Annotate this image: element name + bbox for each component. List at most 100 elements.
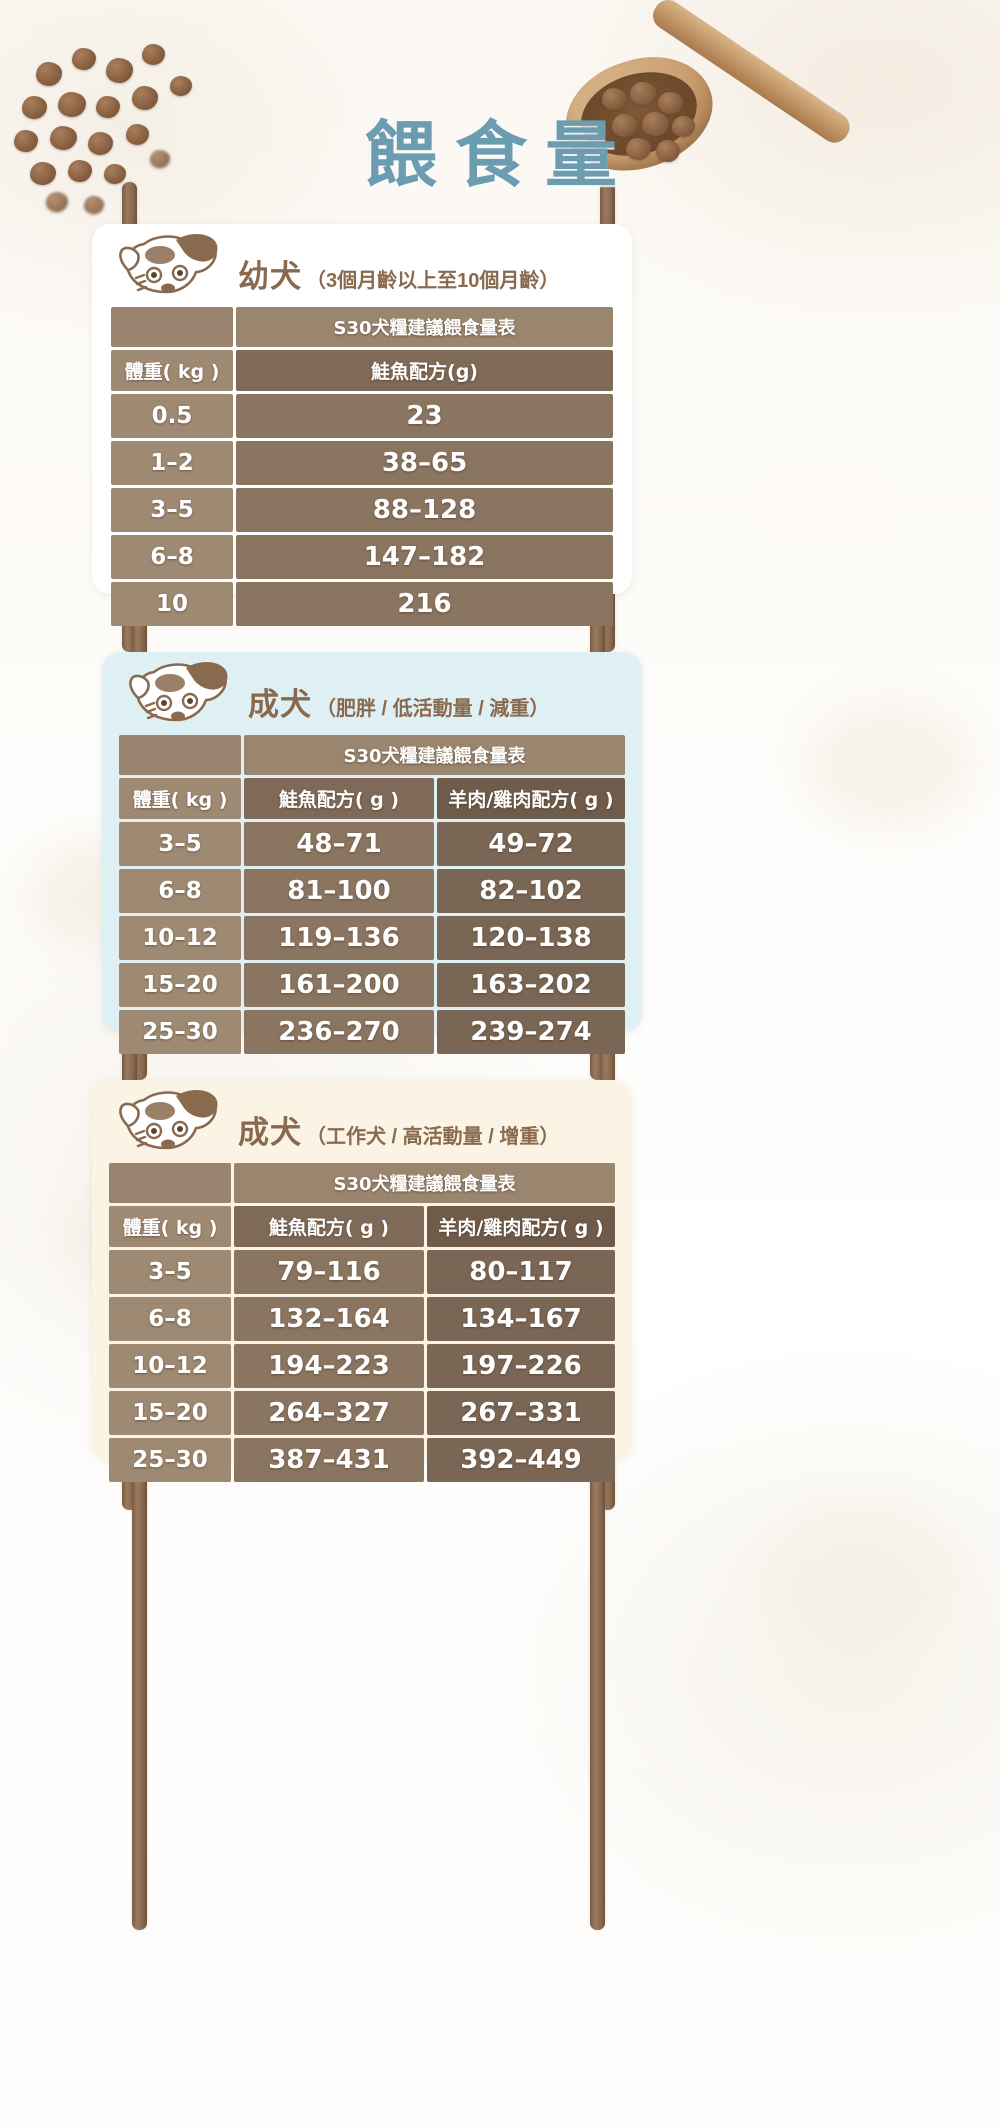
table-cell-blank [111,307,233,347]
table-row: 25–30 387–431 392–449 [108,1438,615,1482]
table-row-column-headers: 體重( kg ) 鮭魚配方( g ) 羊肉/雞肉配方( g ) [118,778,625,819]
table-row: 10–12 194–223 197–226 [108,1344,615,1388]
table-row: 6–8 81–100 82–102 [118,869,625,913]
page-title: 餵食量 [364,113,635,197]
column-header-weight: 體重( kg ) [108,1206,231,1247]
table-row: 10 216 [111,582,613,626]
cell-weight: 25–30 [118,1010,241,1054]
kibble-piece-icon [88,132,113,155]
feeding-table-adult-high: S30犬糧建議餵食量表 體重( kg ) 鮭魚配方( g ) 羊肉/雞肉配方( … [106,1160,618,1485]
cell-weight: 10–12 [108,1344,231,1388]
cell-weight: 0.5 [111,394,233,438]
kibble-piece-icon [50,126,77,150]
dog-head-icon [114,230,232,296]
column-header-salmon: 鮭魚配方( g ) [233,1206,424,1247]
kibble-piece-icon [68,160,92,182]
table-spanning-header: S30犬糧建議餵食量表 [233,1163,615,1203]
kibble-piece-icon [126,124,149,145]
cell-salmon: 48–71 [243,822,434,866]
cell-salmon: 79–116 [233,1250,424,1294]
cell-lamb-chicken: 134–167 [426,1297,615,1341]
section-heading-main: 成犬 [248,687,312,722]
table-cell-blank [118,735,241,775]
table-row: 3–5 79–116 80–117 [108,1250,615,1294]
feeding-table-puppy: S30犬糧建議餵食量表 體重( kg ) 鮭魚配方(g) 0.5 23 1–2 … [108,304,616,629]
kibble-piece-icon [630,82,656,105]
cell-salmon: 119–136 [243,916,434,960]
section-heading-sub: （工作犬 / 高活動量 / 增重） [306,1126,560,1148]
kibble-piece-icon [14,130,38,152]
section-header-adult-high: 成犬 （工作犬 / 高活動量 / 增重） [92,1090,632,1160]
section-header-adult-low: 成犬 （肥胖 / 低活動量 / 減重） [102,662,642,732]
cell-lamb-chicken: 82–102 [436,869,625,913]
kibble-piece-icon [22,96,47,119]
cell-weight: 3–5 [108,1250,231,1294]
kibble-piece-icon [658,92,683,114]
table-row: 0.5 23 [111,394,613,438]
kibble-piece-icon [58,92,86,117]
column-header-lamb-chicken: 羊肉/雞肉配方( g ) [436,778,625,819]
kibble-piece-icon [84,196,104,214]
kibble-piece-icon [612,114,637,137]
column-header-salmon: 鮭魚配方( g ) [243,778,434,819]
wooden-spoon-icon [552,0,880,212]
table-row: 3–5 88–128 [111,488,613,532]
cell-salmon: 216 [236,582,613,626]
cell-salmon: 88–128 [236,488,613,532]
kibble-piece-icon [72,48,96,70]
column-header-salmon: 鮭魚配方(g) [236,350,613,391]
ladder-rail-right [590,1460,605,1930]
table-row: 15–20 264–327 267–331 [108,1391,615,1435]
section-heading-main: 成犬 [238,1115,302,1150]
cell-lamb-chicken: 197–226 [426,1344,615,1388]
kibble-piece-icon [46,192,68,212]
kibble-piece-icon [672,116,695,137]
cell-weight: 6–8 [111,535,233,579]
kibble-piece-icon [30,162,56,185]
table-row: 6–8 147–182 [111,535,613,579]
cell-salmon: 23 [236,394,613,438]
table-spanning-header: S30犬糧建議餵食量表 [243,735,625,775]
cell-weight: 6–8 [118,869,241,913]
background-blob [760,1500,960,1650]
background-blob [805,700,975,830]
kibble-piece-icon [36,62,62,86]
section-heading-adult-high: 成犬 （工作犬 / 高活動量 / 增重） [238,1107,559,1152]
dog-head-icon [114,1086,232,1152]
kibble-piece-icon [602,88,626,110]
cell-salmon: 264–327 [233,1391,424,1435]
column-header-weight: 體重( kg ) [111,350,233,391]
cell-salmon: 132–164 [233,1297,424,1341]
section-card-adult-high: 成犬 （工作犬 / 高活動量 / 增重） S30犬糧建議餵食量表 體重( kg … [92,1080,632,1482]
kibble-piece-icon [656,140,680,162]
cell-salmon: 161–200 [243,963,434,1007]
kibble-piece-icon [96,96,120,118]
section-card-puppy: 幼犬 （3個月齡以上至10個月齡） S30犬糧建議餵食量表 體重( kg ) 鮭… [92,224,632,626]
cell-weight: 3–5 [118,822,241,866]
kibble-piece-icon [642,112,669,136]
cell-lamb-chicken: 163–202 [436,963,625,1007]
cell-weight: 15–20 [118,963,241,1007]
table-row-column-headers: 體重( kg ) 鮭魚配方( g ) 羊肉/雞肉配方( g ) [108,1206,615,1247]
table-row-spanning-header: S30犬糧建議餵食量表 [108,1163,615,1203]
cell-weight: 3–5 [111,488,233,532]
cell-weight: 6–8 [108,1297,231,1341]
cell-lamb-chicken: 49–72 [436,822,625,866]
kibble-piece-icon [150,150,170,168]
cell-salmon: 147–182 [236,535,613,579]
cell-salmon: 38–65 [236,441,613,485]
ladder-rail-left [132,1460,147,1930]
cell-salmon: 236–270 [243,1010,434,1054]
cell-lamb-chicken: 267–331 [426,1391,615,1435]
table-spanning-header: S30犬糧建議餵食量表 [236,307,613,347]
table-row-column-headers: 體重( kg ) 鮭魚配方(g) [111,350,613,391]
section-heading-adult-low: 成犬 （肥胖 / 低活動量 / 減重） [248,679,549,724]
kibble-piece-icon [142,44,165,65]
column-header-weight: 體重( kg ) [118,778,241,819]
table-row: 10–12 119–136 120–138 [118,916,625,960]
kibble-piece-icon [104,164,126,184]
feeding-table-adult-low: S30犬糧建議餵食量表 體重( kg ) 鮭魚配方( g ) 羊肉/雞肉配方( … [116,732,628,1057]
dog-head-icon [124,658,242,724]
section-heading-main: 幼犬 [238,259,302,294]
cell-lamb-chicken: 239–274 [436,1010,625,1054]
